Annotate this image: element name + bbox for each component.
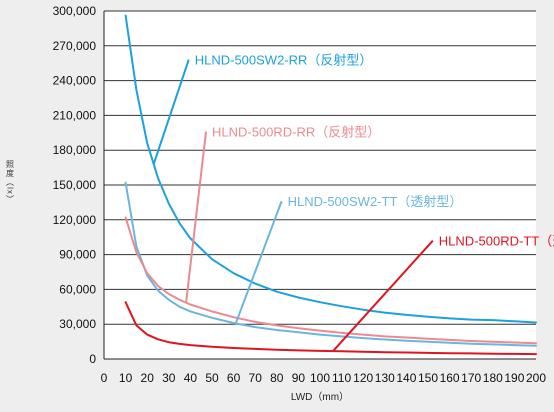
x-tick-label: 180 [483,371,503,385]
x-tick-label: 110 [332,371,351,385]
x-tick-label: 160 [440,371,460,385]
x-tick-label: 100 [310,371,330,385]
y-tick-label: 30,000 [59,317,96,331]
annotation-leader [332,240,434,352]
y-tick-labels: 0 30,000 60,000 90,000 120,000 150,000 180,000… [53,4,97,366]
x-tick-label: 0 [101,371,108,385]
annotation-leaders [152,59,434,352]
x-tick-label: 170 [461,371,481,385]
x-tick-label: 50 [205,371,219,385]
annotation-labels: HLND-500SW2-RR（反射型） HLND-500RD-RR（反射型） HLN… [195,53,554,249]
x-tick-label: 40 [184,371,198,385]
series-label: HLND-500SW2-RR（反射型） [195,53,373,68]
x-tick-label: 80 [270,371,284,385]
x-tick-label: 70 [249,371,263,385]
x-tick-label: 130 [375,371,395,385]
x-tick-label: 200 [526,371,546,385]
x-tick-label: 10 [119,371,133,385]
annotation-leader [185,131,207,303]
grid-lines [104,10,536,325]
x-tick-label: 120 [353,371,373,385]
series-line [124,216,537,345]
y-tick-label: 120,000 [53,213,97,227]
annotation-leader [234,200,283,324]
x-tick-label: 60 [227,371,241,385]
x-tick-label: 20 [141,371,155,385]
x-axis-label: LWD（mm） [291,391,349,403]
y-tick-label: 150,000 [53,178,97,192]
series-label: HLND-500RD-RR（反射型） [212,125,380,140]
x-tick-labels: 0 10 20 30 40 50 60 70 80 90 100 110 120 130 140 150 160… [101,371,547,385]
y-tick-label: 60,000 [59,282,96,296]
x-tick-label: 30 [162,371,176,385]
series-line [124,181,537,347]
series-label: HLND-500SW2-TT（透射型） [288,194,463,209]
y-tick-label: 210,000 [53,108,97,122]
series-line [124,301,537,356]
annotation-leader [152,59,190,165]
y-tick-label: 300,000 [53,4,97,18]
y-tick-label: 0 [89,352,96,366]
y-tick-label: 240,000 [53,74,97,88]
x-tick-label: 150 [418,371,438,385]
axes [103,11,536,360]
y-axis-label: 照度（lx） [6,160,15,204]
y-tick-label: 270,000 [53,39,97,53]
series-layer [124,14,537,356]
x-tick-label: 190 [504,371,524,385]
x-tick-label: 140 [396,371,416,385]
series-label: HLND-500RD-TT（透射型） [439,234,554,249]
y-tick-label: 90,000 [59,248,96,262]
y-tick-label: 180,000 [53,143,97,157]
series-line [124,14,537,324]
x-tick-label: 90 [292,371,306,385]
